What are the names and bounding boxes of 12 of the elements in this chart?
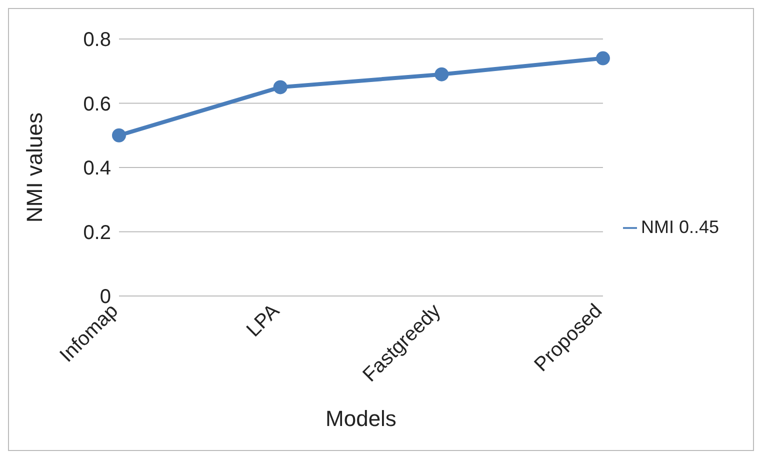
point: [112, 128, 126, 142]
y-tick-label: 0.2: [83, 222, 111, 244]
legend-label: NMI 0..45: [640, 217, 719, 237]
x-tick-label: LPA: [242, 300, 284, 342]
y-axis-title: NMI values: [22, 112, 47, 223]
x-axis-title: Models: [326, 406, 396, 431]
y-tick-label: 0.8: [83, 29, 111, 52]
point: [273, 80, 288, 94]
point: [596, 51, 610, 66]
point: [434, 67, 449, 82]
y-tick-label: 0.6: [83, 93, 111, 116]
y-tick-label: 0.4: [83, 158, 111, 180]
